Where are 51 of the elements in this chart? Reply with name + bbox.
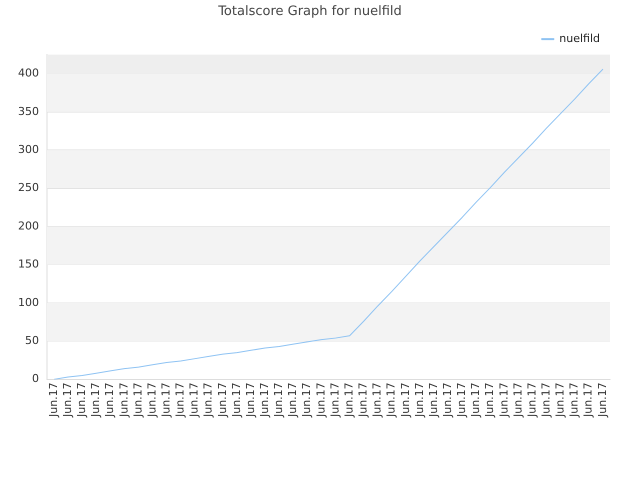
x-tick-label: Jun.17	[216, 382, 229, 418]
x-tick-label: Jun.17	[75, 382, 88, 418]
x-tick-label: Jun.17	[202, 382, 215, 418]
x-tick-label: Jun.17	[497, 382, 510, 418]
x-tick-label: Jun.17	[412, 382, 426, 418]
x-tick-label: Jun.17	[89, 382, 102, 418]
x-tick-label: Jun.17	[525, 382, 538, 418]
y-tick-label: 100	[18, 296, 39, 309]
x-tick-label: Jun.17	[342, 382, 356, 418]
x-tick-label: Jun.17	[117, 382, 130, 418]
x-tick-label: Jun.17	[554, 382, 567, 418]
y-tick-label: 0	[32, 372, 39, 386]
x-tick-label: Jun.17	[60, 382, 74, 418]
x-tick-label: Jun.17	[286, 382, 300, 418]
x-tick-label: Jun.17	[370, 382, 384, 418]
x-tick-label: Jun.17	[145, 382, 158, 418]
x-tick-label: Jun.17	[596, 382, 609, 418]
x-tick-label: Jun.17	[540, 382, 553, 418]
x-tick-label: Jun.17	[188, 382, 201, 418]
y-tick-label: 50	[24, 334, 39, 347]
x-tick-label: Jun.17	[582, 382, 595, 418]
x-tick-label: Jun.17	[440, 382, 454, 418]
x-tick-label: Jun.17	[174, 382, 187, 418]
x-tick-label: Jun.17	[131, 382, 144, 418]
y-tick-label: 150	[18, 258, 39, 271]
x-tick-label: Jun.17	[272, 382, 286, 418]
x-tick-label: Jun.17	[356, 382, 370, 418]
x-tick-label: Jun.17	[469, 382, 482, 418]
x-tick-label: Jun.17	[103, 382, 116, 418]
x-tick-label: Jun.17	[300, 382, 314, 418]
x-tick-label: Jun.17	[314, 382, 328, 418]
x-tick-label: Jun.17	[426, 382, 440, 418]
x-tick-label: Jun.17	[384, 382, 398, 418]
y-tick-label: 300	[18, 142, 39, 156]
x-tick-label: Jun.17	[46, 382, 60, 418]
x-tick-label: Jun.17	[511, 382, 524, 418]
y-tick-label: 200	[18, 219, 39, 232]
x-tick-label: Jun.17	[230, 382, 243, 418]
y-tick-label: 350	[18, 104, 39, 118]
x-tick-label: Jun.17	[398, 382, 412, 418]
x-tick-label: Jun.17	[568, 382, 581, 418]
x-tick-label: Jun.17	[244, 382, 257, 418]
x-tick-label: Jun.17	[328, 382, 342, 418]
y-tick-label: 400	[18, 66, 39, 80]
x-tick-label: Jun.17	[258, 382, 272, 418]
x-tick-label: Jun.17	[159, 382, 172, 418]
chart-title: Totalscore Graph for nuelfild	[217, 4, 402, 20]
legend-label: nuelfild	[559, 32, 600, 45]
x-tick-label: Jun.17	[483, 382, 496, 418]
y-tick-label: 250	[18, 181, 39, 194]
x-tick-label: Jun.17	[455, 382, 468, 418]
